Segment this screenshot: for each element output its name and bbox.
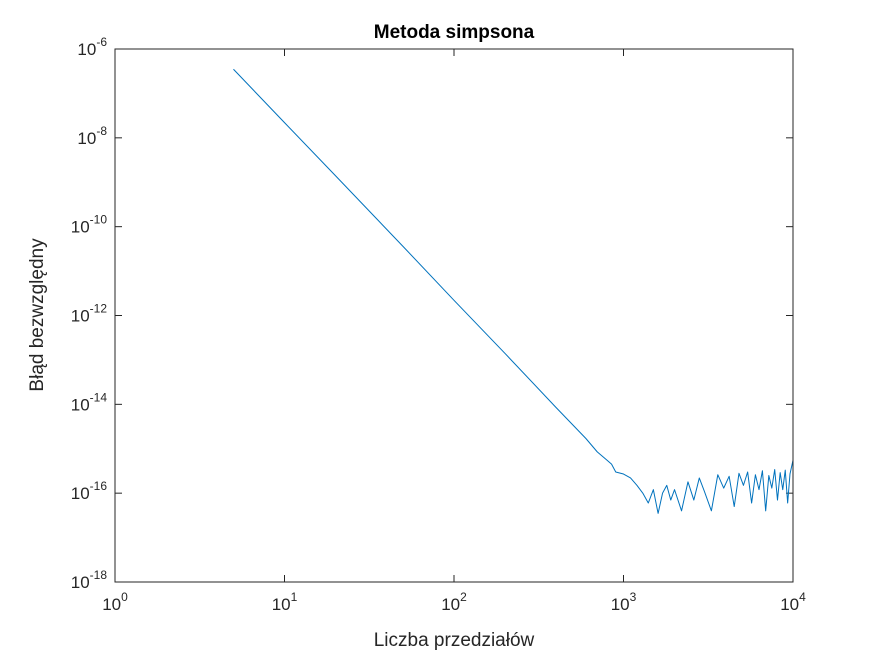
x-tick-exponent: 4 <box>799 590 806 604</box>
x-tick-base: 10 <box>102 595 121 614</box>
y-tick-label: 10-14 <box>71 390 108 414</box>
y-tick-label: 10-8 <box>77 124 107 148</box>
x-tick-exponent: 1 <box>291 590 298 604</box>
y-tick-base: 10 <box>77 40 96 59</box>
x-tick-exponent: 3 <box>630 590 637 604</box>
x-tick-label: 101 <box>272 590 298 614</box>
y-tick-exponent: -16 <box>90 479 108 493</box>
y-tick-base: 10 <box>77 129 96 148</box>
y-tick-base: 10 <box>71 395 90 414</box>
x-tick-base: 10 <box>780 595 799 614</box>
x-tick-exponent: 2 <box>460 590 467 604</box>
y-tick-label: 10-10 <box>71 213 108 237</box>
y-tick-exponent: -14 <box>90 390 108 404</box>
series-layer <box>233 68 794 514</box>
chart-title: Metoda simpsona <box>374 22 535 43</box>
axes-box <box>114 48 794 583</box>
plot-area <box>115 49 793 582</box>
y-tick-base: 10 <box>71 484 90 503</box>
x-tick-label: 102 <box>441 590 467 614</box>
y-tick-exponent: -6 <box>96 35 107 49</box>
y-tick-base: 10 <box>71 218 90 237</box>
x-tick-label: 103 <box>611 590 637 614</box>
ticks-layer: 100 101 102 103 10410-610-810-1010-1210-1410… <box>71 35 806 614</box>
y-tick-base: 10 <box>71 307 90 326</box>
x-tick-base: 10 <box>272 595 291 614</box>
series-line <box>233 68 794 514</box>
y-tick-label: 10-18 <box>71 568 108 592</box>
x-axis-label: Liczba przedziałów <box>374 630 535 651</box>
x-tick-base: 10 <box>611 595 630 614</box>
y-axis-label: Błąd bezwzględny <box>27 238 48 392</box>
y-tick-base: 10 <box>71 573 90 592</box>
y-tick-label: 10-16 <box>71 479 108 503</box>
y-tick-exponent: -18 <box>90 568 108 582</box>
x-tick-exponent: 0 <box>121 590 128 604</box>
y-tick-exponent: -8 <box>96 124 107 138</box>
y-tick-label: 10-6 <box>77 35 107 59</box>
y-tick-label: 10-12 <box>71 302 108 326</box>
x-tick-label: 100 <box>102 590 128 614</box>
y-tick-exponent: -12 <box>90 302 108 316</box>
x-tick-base: 10 <box>441 595 460 614</box>
x-tick-label: 104 <box>780 590 806 614</box>
y-tick-exponent: -10 <box>90 213 108 227</box>
